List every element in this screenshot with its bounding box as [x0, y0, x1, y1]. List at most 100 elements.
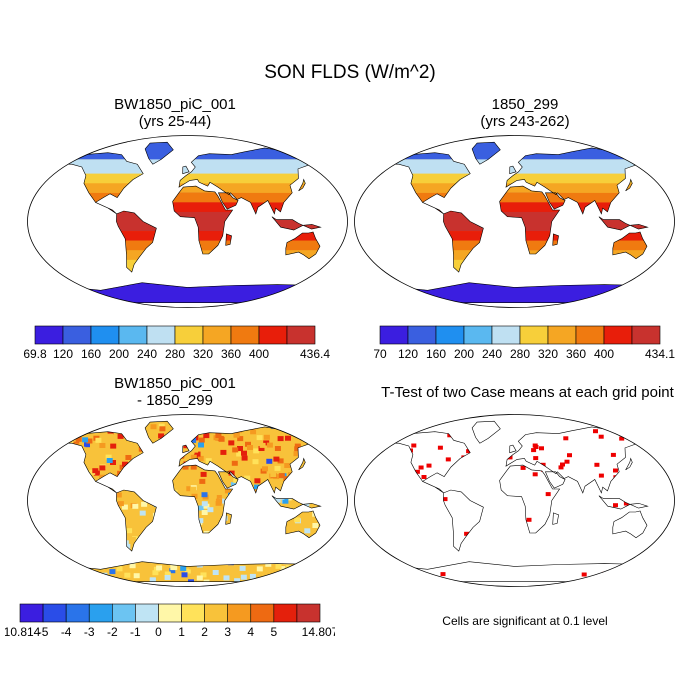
diff-cell	[232, 447, 239, 453]
diff-cell	[256, 435, 263, 441]
diff-cell	[318, 438, 323, 443]
colorbar-tick-label: 70	[373, 347, 387, 361]
land-australia	[285, 511, 320, 538]
diff-cell	[304, 528, 311, 534]
colorbar-swatch	[90, 325, 120, 345]
diff-cell	[342, 568, 348, 573]
diff-cell	[33, 559, 39, 564]
diff-cell	[293, 586, 299, 589]
field-band	[53, 192, 323, 203]
diff-cell	[294, 421, 301, 425]
colorbar-tick-label: 280	[510, 347, 530, 361]
colorbar-swatch	[88, 603, 113, 623]
diff-cell	[46, 436, 52, 441]
diff-cell	[125, 455, 132, 460]
diff-cell	[164, 571, 171, 577]
diff-cell	[124, 543, 131, 549]
signif-cell	[381, 442, 387, 447]
coastline-northAmerica	[59, 152, 144, 215]
diff-cell	[278, 473, 285, 479]
colorbar-tick-label: -2	[107, 625, 118, 639]
signif-cell	[531, 448, 537, 453]
diff-cell	[320, 446, 323, 452]
diff-cell	[146, 505, 152, 511]
colorbar-swatch	[227, 603, 252, 623]
diff-cell	[54, 416, 60, 421]
signif-cell	[410, 574, 416, 579]
diff-cell	[210, 494, 217, 499]
colorbar-tick-label: -4	[61, 625, 72, 639]
signif-cell	[440, 572, 446, 577]
diff-cell	[55, 428, 62, 433]
coastline-greenland	[471, 141, 501, 165]
signif-cell	[564, 459, 570, 464]
diff-cell	[215, 495, 222, 500]
coastline-southAmerica	[443, 210, 484, 273]
diff-cell	[38, 446, 44, 451]
coastline-antarctica	[52, 561, 323, 582]
diff-cell	[200, 471, 207, 477]
colorbar-case2: 70 120 160 200 240 280 320 360 400 434.1	[373, 325, 675, 361]
signif-cell	[380, 429, 386, 434]
signif-cell	[664, 459, 669, 463]
colorbar-swatch	[547, 325, 577, 345]
diff-cell	[334, 553, 340, 558]
diff-cell	[301, 513, 308, 519]
signif-cell	[533, 456, 539, 461]
diff-cell	[270, 472, 277, 478]
colorbar-tick-label: 240	[482, 347, 502, 361]
diff-cell	[322, 415, 328, 420]
diff-cell	[224, 488, 231, 494]
diff-cell	[109, 569, 116, 575]
diff-cell	[279, 566, 286, 572]
diff-cell	[180, 565, 187, 571]
diff-cell	[306, 434, 313, 439]
diff-cell	[218, 436, 225, 442]
signif-cell	[497, 587, 502, 589]
coastline-africa	[499, 185, 561, 255]
diff-cell	[326, 564, 332, 569]
diff-cell	[77, 584, 83, 589]
diff-cell	[345, 578, 350, 583]
diff-cell	[321, 412, 327, 417]
diff-cell	[111, 421, 117, 422]
coastline-australia	[285, 231, 321, 260]
diff-cell	[234, 578, 241, 582]
coastline-japan	[298, 178, 306, 192]
diff-cell	[256, 587, 262, 589]
diff-cell	[228, 440, 235, 446]
diff-cell	[188, 579, 194, 582]
diff-cell	[149, 577, 156, 582]
coastline-japan	[298, 457, 306, 471]
diff-cell	[182, 464, 189, 470]
colorbar-swatch	[118, 325, 148, 345]
colorbar-swatch	[158, 603, 182, 623]
diff-cell	[156, 565, 163, 571]
coastline-greenland	[144, 420, 174, 444]
colorbar-swatch	[519, 325, 549, 345]
colorbar-swatch	[407, 325, 437, 345]
diff-cell	[158, 433, 165, 439]
panel-title-case1: BW1850_piC_001 (yrs 25-44)	[15, 96, 335, 130]
diff-cell	[288, 422, 295, 428]
diff-cell	[105, 454, 112, 460]
land-australia	[612, 511, 647, 538]
colorbar-swatch	[435, 325, 465, 345]
diff-cell	[266, 442, 273, 448]
diff-cell	[302, 562, 309, 568]
land-northAmerica	[387, 431, 471, 493]
signif-cell	[672, 449, 677, 453]
diff-cell	[47, 430, 53, 435]
diff-cell	[291, 578, 298, 582]
diff-cell	[106, 458, 113, 463]
diff-cell	[305, 575, 312, 581]
globe-outline	[27, 414, 348, 587]
signif-cell	[581, 572, 587, 577]
diff-cell	[75, 436, 82, 442]
coastline-africa	[499, 464, 561, 534]
colorbar-swatch	[250, 603, 275, 623]
diff-cell	[84, 442, 90, 448]
diff-cell	[77, 575, 84, 581]
diff-cell	[93, 585, 99, 589]
coastline-japan	[625, 457, 633, 471]
